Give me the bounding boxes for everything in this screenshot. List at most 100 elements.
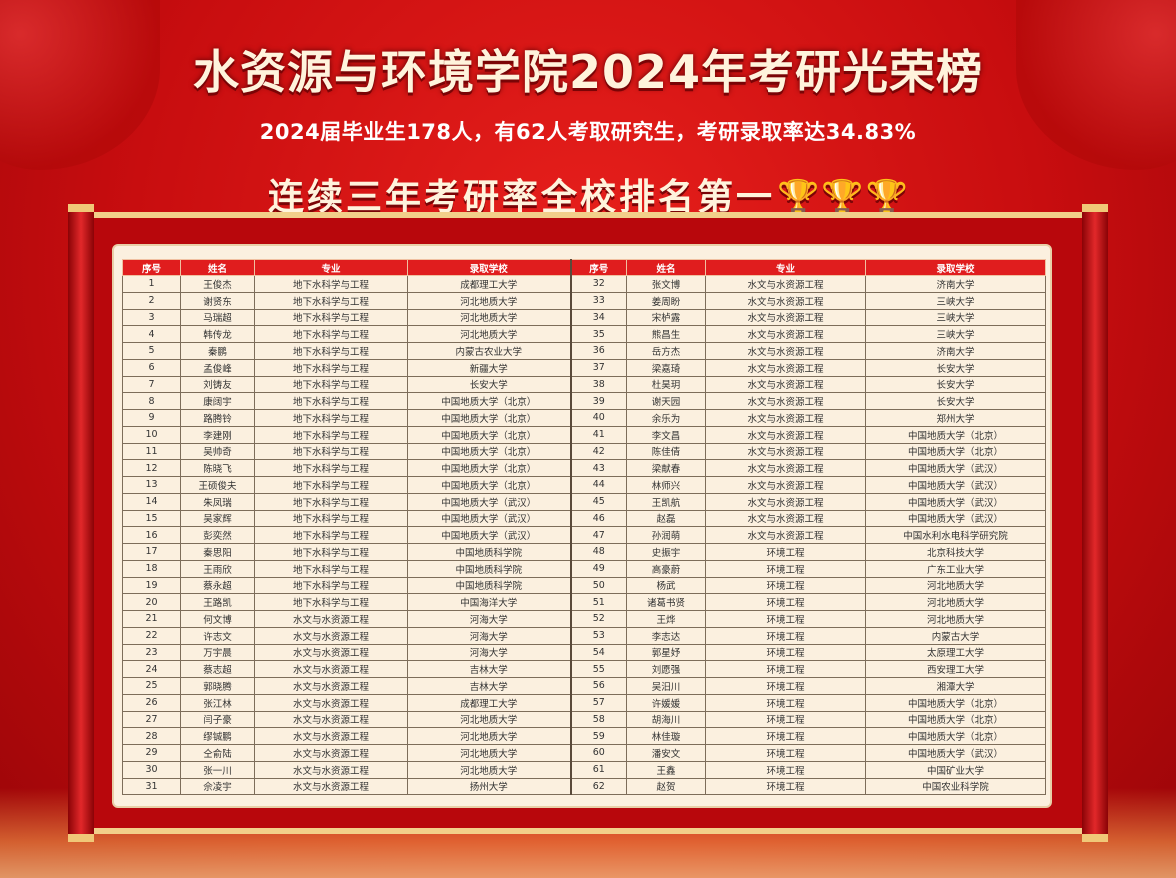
col-major-cell: 地下水科学与工程	[254, 425, 408, 444]
col-index-cell: 40	[569, 409, 627, 427]
col-school-cell: 中国地质大学（武汉）	[865, 476, 1046, 494]
col-name-cell: 张文博	[626, 275, 706, 293]
table-row: 10 李建刚 地下水科学与工程 中国地质大学（北京） 41 李文昌 水文与水资源工程 中国地质…	[122, 425, 1046, 444]
col-school-cell: 中国地质科学院	[407, 543, 571, 561]
col-index-cell: 12	[122, 459, 181, 477]
col-name-cell: 万宇晨	[180, 643, 255, 662]
col-school-cell: 河北地质大学	[407, 760, 571, 779]
header-col-school: 录取学校	[865, 259, 1046, 276]
col-name-cell: 诸葛书贤	[626, 593, 706, 611]
col-index-cell: 44	[569, 476, 627, 494]
col-name-cell: 余乐为	[626, 409, 706, 427]
col-name-cell: 陈佳倩	[626, 442, 706, 461]
col-major-cell: 环境工程	[705, 610, 866, 628]
headline: 连续三年考研率全校排名第一🏆🏆🏆	[0, 168, 1176, 220]
col-index-cell: 42	[569, 442, 627, 461]
col-index-cell: 32	[569, 275, 627, 293]
col-school-cell: 中国地质大学（北京）	[407, 409, 571, 427]
col-school-cell: 长安大学	[865, 375, 1046, 394]
col-major-cell: 水文与水资源工程	[254, 727, 408, 745]
col-name-cell: 彭奕然	[180, 526, 255, 544]
col-school-cell: 中国地质大学（北京）	[407, 425, 571, 444]
table-row: 22 许志文 水文与水资源工程 河海大学 53 李志达 环境工程 内蒙古大学	[122, 626, 1046, 645]
col-index-cell: 13	[122, 476, 181, 494]
col-major-cell: 水文与水资源工程	[254, 693, 408, 712]
col-major-cell: 环境工程	[705, 677, 866, 695]
col-index-cell: 55	[569, 660, 627, 678]
col-school-cell: 河北地质大学	[407, 325, 571, 343]
col-name-cell: 谢天园	[626, 392, 706, 410]
col-school-cell: 河北地质大学	[407, 291, 571, 310]
col-name-cell: 许志文	[180, 626, 255, 645]
col-major-cell: 水文与水资源工程	[254, 677, 408, 695]
col-school-cell: 成都理工大学	[407, 275, 571, 293]
col-school-cell: 三峡大学	[865, 291, 1046, 310]
col-index-cell: 8	[122, 392, 181, 410]
col-index-cell: 60	[569, 744, 627, 762]
table-row: 1 王俊杰 地下水科学与工程 成都理工大学 32 张文博 水文与水资源工程 济南大学	[122, 275, 1046, 293]
col-index-cell: 3	[122, 308, 181, 327]
table-row: 19 蔡永超 地下水科学与工程 中国地质科学院 50 杨武 环境工程 河北地质大学	[122, 576, 1046, 595]
table-row: 18 王雨欣 地下水科学与工程 中国地质科学院 49 高豪蔚 环境工程 广东工业大学	[122, 559, 1046, 578]
col-name-cell: 吴帅奇	[180, 442, 255, 461]
col-school-cell: 中国地质大学（北京）	[407, 392, 571, 410]
col-school-cell: 中国地质大学（武汉）	[865, 509, 1046, 528]
col-major-cell: 水文与水资源工程	[705, 476, 866, 494]
col-name-cell: 潘安文	[626, 744, 706, 762]
col-school-cell: 河北地质大学	[865, 593, 1046, 611]
table-row: 27 闫子豪 水文与水资源工程 河北地质大学 58 胡海川 环境工程 中国地质大学（北京）	[122, 710, 1046, 729]
col-index-cell: 22	[122, 626, 181, 645]
col-school-cell: 中国水利水电科学研究院	[865, 526, 1046, 544]
col-index-cell: 2	[122, 291, 181, 310]
col-major-cell: 环境工程	[705, 543, 866, 561]
poster-subtitle: 2024届毕业生178人，有62人考取研究生，考研录取率达34.83%	[259, 120, 917, 144]
col-name-cell: 林师兴	[626, 476, 706, 494]
col-major-cell: 地下水科学与工程	[254, 409, 408, 427]
col-major-cell: 地下水科学与工程	[254, 342, 408, 360]
col-index-cell: 49	[569, 559, 627, 578]
col-school-cell: 内蒙古大学	[865, 626, 1046, 645]
table-row: 23 万宇晨 水文与水资源工程 河海大学 54 郭星妤 环境工程 太原理工大学	[122, 643, 1046, 662]
header-col-name: 姓名	[626, 259, 706, 276]
col-name-cell: 许媛媛	[626, 693, 706, 712]
col-school-cell: 中国地质大学（北京）	[865, 693, 1046, 712]
table-row: 15 吴家辉 地下水科学与工程 中国地质大学（武汉） 46 赵磊 水文与水资源工程 中国地质大…	[122, 509, 1046, 528]
col-major-cell: 环境工程	[705, 760, 866, 779]
col-index-cell: 37	[569, 358, 627, 377]
col-index-cell: 50	[569, 576, 627, 595]
col-major-cell: 环境工程	[705, 744, 866, 762]
col-major-cell: 地下水科学与工程	[254, 593, 408, 611]
col-school-cell: 济南大学	[865, 342, 1046, 360]
col-index-cell: 16	[122, 526, 181, 544]
col-index-cell: 36	[569, 342, 627, 360]
col-major-cell: 水文与水资源工程	[254, 643, 408, 662]
col-name-cell: 孟俊峰	[180, 358, 255, 377]
col-major-cell: 地下水科学与工程	[254, 509, 408, 528]
col-major-cell: 水文与水资源工程	[705, 325, 866, 343]
table-row: 7 刘铸友 地下水科学与工程 长安大学 38 杜昊玥 水文与水资源工程 长安大学	[122, 375, 1046, 394]
col-school-cell: 河北地质大学	[865, 576, 1046, 595]
col-index-cell: 33	[569, 291, 627, 310]
col-name-cell: 姜周盼	[626, 291, 706, 310]
col-name-cell: 闫子豪	[180, 710, 255, 729]
col-major-cell: 地下水科学与工程	[254, 375, 408, 394]
col-name-cell: 梁嘉琦	[626, 358, 706, 377]
col-major-cell: 环境工程	[705, 660, 866, 678]
col-name-cell: 刘愿强	[626, 660, 706, 678]
col-major-cell: 环境工程	[705, 576, 866, 595]
table-header: 序号 姓名 专业 录取学校 序号 姓名 专业 录取学校	[122, 259, 1046, 276]
col-name-cell: 韩传龙	[180, 325, 255, 343]
scroll-rod-left	[68, 204, 94, 842]
col-index-cell: 38	[569, 375, 627, 394]
col-index-cell: 5	[122, 342, 181, 360]
col-name-cell: 秦鹏	[180, 342, 255, 360]
col-index-cell: 39	[569, 392, 627, 410]
col-major-cell: 水文与水资源工程	[254, 760, 408, 779]
col-index-cell: 26	[122, 693, 181, 712]
col-name-cell: 谢贤东	[180, 291, 255, 310]
col-school-cell: 河北地质大学	[865, 610, 1046, 628]
col-school-cell: 中国农业科学院	[865, 777, 1046, 796]
table-row: 4 韩传龙 地下水科学与工程 河北地质大学 35 熊昌生 水文与水资源工程 三峡大学	[122, 325, 1046, 343]
header-col-name: 姓名	[180, 259, 255, 276]
col-school-cell: 长安大学	[865, 392, 1046, 410]
